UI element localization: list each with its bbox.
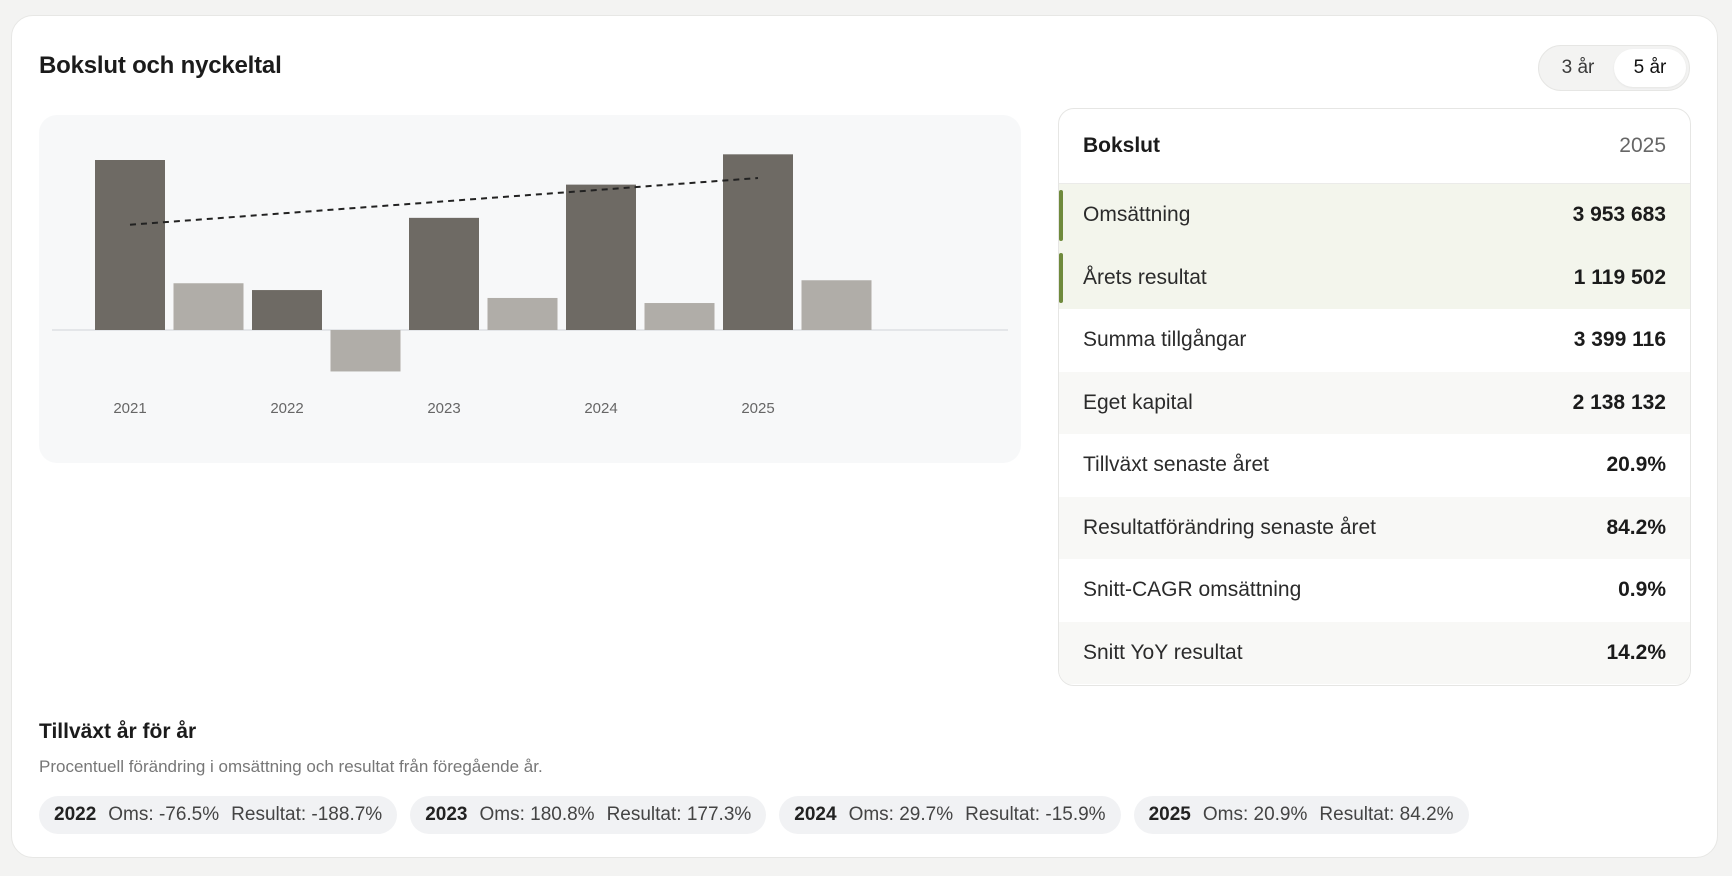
row-value: 20.9% bbox=[1606, 453, 1666, 477]
key-figures-card: Bokslut och nyckeltal 3 år 5 år 2021 2022… bbox=[11, 15, 1718, 858]
bar-result bbox=[173, 283, 244, 330]
row-label: Eget kapital bbox=[1083, 390, 1193, 414]
row-value: 84.2% bbox=[1606, 515, 1666, 539]
x-tick-label: 2023 bbox=[427, 400, 460, 417]
table-header: Bokslut 2025 bbox=[1059, 109, 1690, 184]
growth-title: Tillväxt år för år bbox=[39, 720, 197, 743]
table-row: Eget kapital 2 138 132 bbox=[1059, 371, 1690, 434]
bar-chart: 2021 2022 2023 2024 2025 bbox=[52, 154, 1008, 417]
x-tick-label: 2024 bbox=[584, 400, 617, 417]
page-title: Bokslut och nyckeltal bbox=[39, 52, 282, 79]
table-row: Snitt-CAGR omsättning 0.9% bbox=[1059, 559, 1690, 622]
table-year: 2025 bbox=[1619, 134, 1666, 157]
table-row: Resultatförändring senaste året 84.2% bbox=[1059, 496, 1690, 559]
period-toggle: 3 år 5 år bbox=[1538, 45, 1690, 91]
bar-result bbox=[644, 303, 715, 330]
bar-revenue bbox=[95, 160, 165, 330]
bokslut-table: Bokslut 2025 Omsättning 3 953 683 Årets … bbox=[1058, 108, 1691, 686]
chip-oms: Oms: 29.7% bbox=[848, 804, 954, 825]
x-tick-label: 2025 bbox=[741, 400, 774, 417]
chip-year: 2025 bbox=[1148, 804, 1191, 825]
row-value: 1 119 502 bbox=[1573, 265, 1666, 289]
chip-result: Resultat: 84.2% bbox=[1319, 804, 1454, 825]
chip-year: 2024 bbox=[794, 804, 837, 825]
table-row: Årets resultat 1 119 502 bbox=[1059, 246, 1690, 309]
chip-oms: Oms: 20.9% bbox=[1202, 804, 1308, 825]
table-row: Tillväxt senaste året 20.9% bbox=[1059, 434, 1690, 497]
toggle-5-years[interactable]: 5 år bbox=[1614, 49, 1686, 87]
growth-chip: 2022 Oms: -76.5% Resultat: -188.7% bbox=[39, 796, 398, 834]
row-label: Resultatförändring senaste året bbox=[1083, 515, 1377, 539]
growth-subtitle: Procentuell förändring i omsättning och … bbox=[39, 757, 543, 776]
growth-chip: 2025 Oms: 20.9% Resultat: 84.2% bbox=[1133, 796, 1469, 834]
row-value: 2 138 132 bbox=[1572, 390, 1666, 414]
bar-revenue bbox=[252, 290, 322, 330]
chip-oms: Oms: -76.5% bbox=[108, 804, 220, 825]
row-label: Årets resultat bbox=[1083, 265, 1207, 289]
row-value: 0.9% bbox=[1618, 578, 1666, 602]
toggle-3-years[interactable]: 3 år bbox=[1561, 57, 1595, 78]
bar-result bbox=[801, 280, 872, 330]
bar-revenue bbox=[409, 217, 479, 330]
chip-oms: Oms: 180.8% bbox=[479, 804, 595, 825]
row-label: Snitt-CAGR omsättning bbox=[1083, 578, 1302, 602]
row-label: Snitt YoY resultat bbox=[1083, 640, 1243, 664]
row-label: Summa tillgångar bbox=[1083, 328, 1247, 352]
growth-chips: 2022 Oms: -76.5% Resultat: -188.7% 2023 … bbox=[39, 796, 1469, 834]
chip-result: Resultat: 177.3% bbox=[606, 804, 752, 825]
table-title: Bokslut bbox=[1083, 134, 1161, 157]
chip-result: Resultat: -188.7% bbox=[231, 804, 383, 825]
chip-year: 2023 bbox=[425, 804, 468, 825]
row-value: 3 399 116 bbox=[1573, 328, 1666, 352]
bar-result bbox=[487, 297, 558, 330]
growth-chip: 2024 Oms: 29.7% Resultat: -15.9% bbox=[779, 796, 1121, 834]
x-tick-label: 2022 bbox=[270, 400, 303, 417]
trend-line bbox=[129, 177, 759, 226]
row-value: 14.2% bbox=[1606, 640, 1666, 664]
chip-year: 2022 bbox=[54, 804, 97, 825]
bar-result bbox=[330, 330, 401, 372]
row-label: Omsättning bbox=[1083, 203, 1191, 227]
table-row: Omsättning 3 953 683 bbox=[1059, 184, 1690, 247]
table-row: Summa tillgångar 3 399 116 bbox=[1059, 309, 1690, 372]
chart-panel: 2021 2022 2023 2024 2025 bbox=[39, 115, 1021, 463]
bar-revenue bbox=[723, 154, 793, 330]
growth-chip: 2023 Oms: 180.8% Resultat: 177.3% bbox=[410, 796, 767, 834]
row-value: 3 953 683 bbox=[1572, 203, 1666, 227]
chip-result: Resultat: -15.9% bbox=[965, 804, 1106, 825]
x-tick-label: 2021 bbox=[113, 400, 146, 417]
bar-revenue bbox=[566, 184, 636, 330]
table-row: Snitt YoY resultat 14.2% bbox=[1059, 621, 1690, 684]
row-label: Tillväxt senaste året bbox=[1083, 453, 1269, 477]
